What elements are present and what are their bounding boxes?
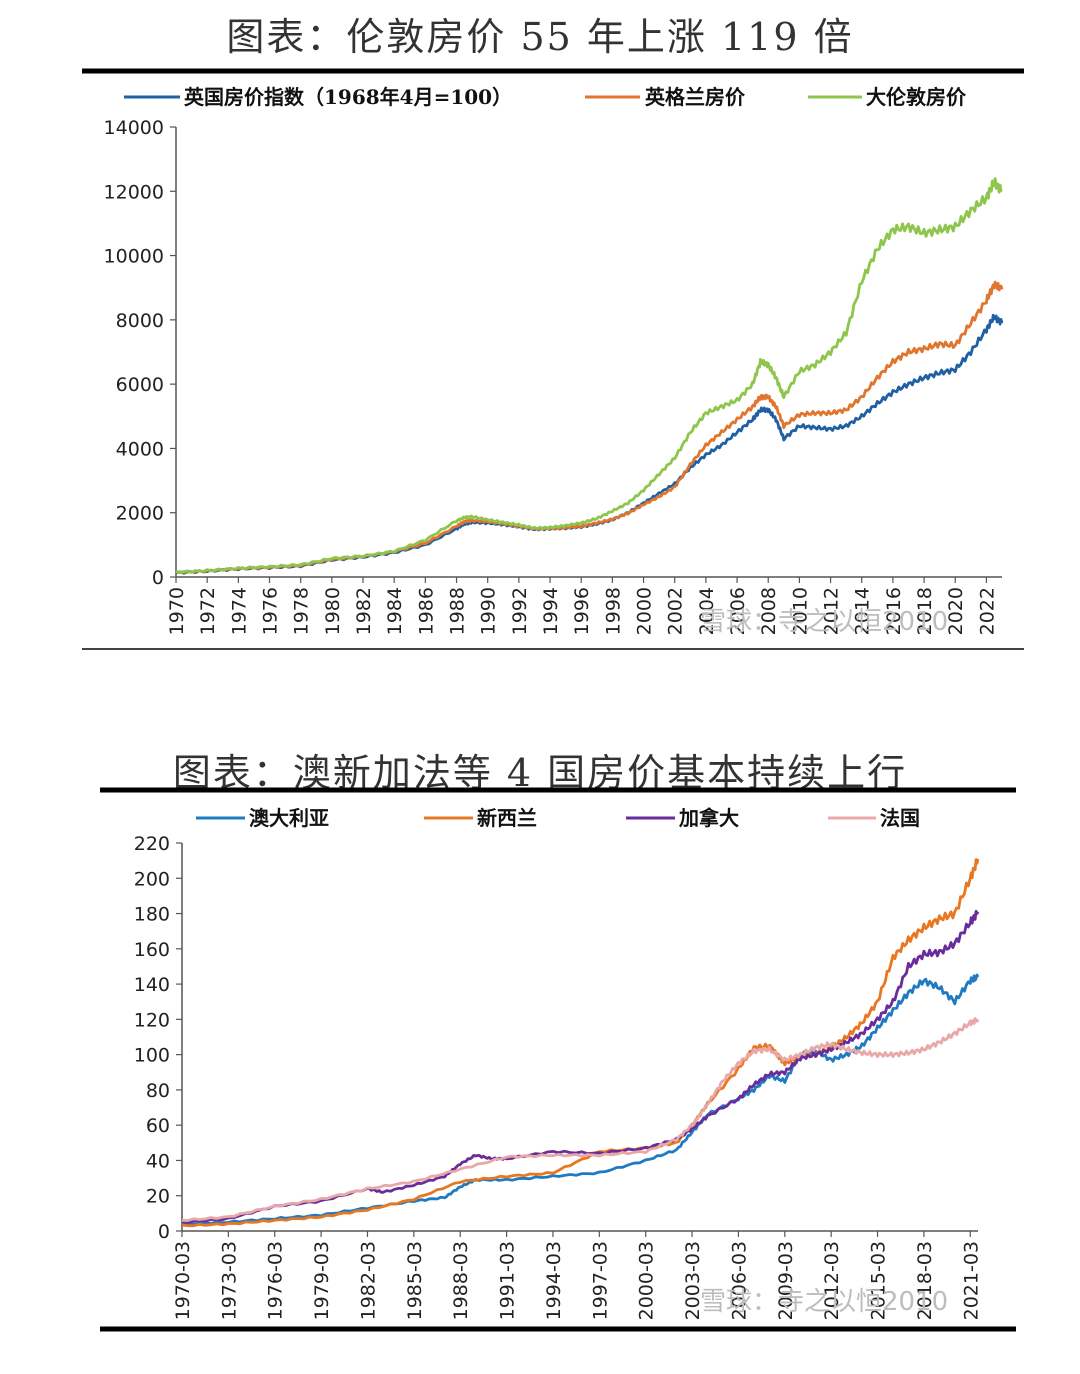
chart1-xtick-label: 2000 <box>634 587 656 635</box>
chart1-xtick-label: 1998 <box>602 587 624 635</box>
chart1-xtick-label: 1996 <box>571 587 593 635</box>
chart1-xtick-label: 2006 <box>727 587 749 635</box>
chart2-ytick-label: 180 <box>134 904 170 926</box>
chart1-xtick-label: 2010 <box>789 587 811 635</box>
chart1-xtick-label: 1978 <box>291 587 313 635</box>
chart1-legend: 英国房价指数（1968年4月=100） 英格兰房价 大伦敦房价 <box>124 85 967 109</box>
chart1-ytick-label: 10000 <box>104 246 164 268</box>
chart2-xtick-label: 1988-03 <box>450 1241 472 1320</box>
chart2-xtick-label: 1991-03 <box>497 1241 519 1320</box>
chart1-xtick-label: 2020 <box>945 587 967 635</box>
chart1-xtick-label: 2002 <box>665 587 687 635</box>
chart2-ytick-label: 120 <box>134 1009 170 1031</box>
chart2-ytick-label: 60 <box>146 1115 170 1137</box>
chart1-series <box>175 177 1004 575</box>
chart1-xtick-label: 2004 <box>696 587 718 635</box>
chart1-xtick-label: 1986 <box>415 587 437 635</box>
chart2-series-line-1 <box>181 858 980 1228</box>
chart1-xtick-label: 1982 <box>353 587 375 635</box>
chart2-series-line-3 <box>181 1017 980 1222</box>
chart2-xtick-label: 2000-03 <box>636 1241 658 1320</box>
chart2-ytick-label: 20 <box>146 1186 170 1208</box>
chart2-series <box>181 858 980 1228</box>
chart1-xtick-label: 1974 <box>228 587 250 635</box>
chart2-xtick-label: 2003-03 <box>682 1241 704 1320</box>
chart2-xtick-label: 2021-03 <box>960 1241 982 1320</box>
chart2-ytick-label: 0 <box>158 1221 170 1243</box>
chart1-series-line-1 <box>175 280 1004 575</box>
chart1-ytick-label: 14000 <box>104 117 164 139</box>
chart2-legend: 澳大利亚 新西兰 加拿大 法国 <box>196 806 920 830</box>
chart2-ytick-label: 160 <box>134 939 170 961</box>
chart2-xtick-label: 2012-03 <box>821 1241 843 1320</box>
chart1-xtick-label: 1970 <box>166 587 188 635</box>
chart2-ytick-label: 40 <box>146 1150 170 1172</box>
chart1-xtick-label: 1976 <box>260 587 282 635</box>
chart2-xtick-label: 1970-03 <box>172 1241 194 1320</box>
chart2-xtick-label: 1979-03 <box>311 1241 333 1320</box>
chart1-xtick-label: 2012 <box>821 587 843 635</box>
chart2-ytick-label: 80 <box>146 1080 170 1102</box>
legend2-label-2: 加拿大 <box>678 806 739 830</box>
legend1-label-1: 英格兰房价 <box>645 85 746 109</box>
chart2-xtick-label: 2006-03 <box>728 1241 750 1320</box>
chart1-ytick-label: 2000 <box>116 503 164 525</box>
chart2-xtick-label: 1985-03 <box>404 1241 426 1320</box>
legend1-label-2: 大伦敦房价 <box>866 85 967 109</box>
chart2-series-line-2 <box>181 909 980 1224</box>
chart2-xtick-label: 1994-03 <box>543 1241 565 1320</box>
legend2-label-0: 澳大利亚 <box>249 806 329 830</box>
chart2-axes: 0 20 40 60 80 100 120 140 160 180 200 220 1970-03 197… <box>134 833 983 1320</box>
chart1-xtick-label: 2008 <box>758 587 780 635</box>
chart1-xtick-label: 1972 <box>197 587 219 635</box>
chart1-xtick-label: 2022 <box>976 587 998 635</box>
chart2-xtick-label: 1982-03 <box>357 1241 379 1320</box>
chart2-svg: 澳大利亚 新西兰 加拿大 法国 0 20 40 60 80 100 120 140 160 180… <box>100 787 1016 1332</box>
chart2-ytick-label: 140 <box>134 974 170 996</box>
chart1-svg: 英国房价指数（1968年4月=100） 英格兰房价 大伦敦房价 0 2000 400… <box>82 68 1024 650</box>
chart1-ytick-label: 6000 <box>116 374 164 396</box>
chart1-xtick-label: 1988 <box>447 587 469 635</box>
chart1-series-line-0 <box>175 313 1004 575</box>
chart1-axes: 0 2000 4000 6000 8000 10000 12000 14000 1970 1972… <box>104 117 1002 635</box>
chart1-ytick-label: 4000 <box>116 438 164 460</box>
chart1-xtick-label: 1990 <box>478 587 500 635</box>
chart2-xtick-label: 1997-03 <box>589 1241 611 1320</box>
chart1-ytick-label: 0 <box>152 567 164 589</box>
chart1-xtick-label: 1984 <box>384 587 406 635</box>
chart2-xtick-label: 2009-03 <box>775 1241 797 1320</box>
chart1-xtick-label: 2014 <box>852 587 874 635</box>
chart2-ytick-label: 100 <box>134 1045 170 1067</box>
chart2-xtick-label: 1976-03 <box>265 1241 287 1320</box>
chart2-xtick-label: 2018-03 <box>914 1241 936 1320</box>
chart1-series-line-2 <box>175 177 1003 575</box>
chart2-watermark: 雪球：寺之以恒2010 <box>700 1287 948 1317</box>
legend2-label-1: 新西兰 <box>477 806 537 830</box>
chart1-watermark: 雪球：寺之以恒2010 <box>700 607 948 637</box>
chart1-xtick-label: 1994 <box>540 587 562 635</box>
chart1-xtick-label: 2016 <box>883 587 905 635</box>
chart1-title: 图表：伦敦房价 55 年上涨 119 倍 <box>226 15 854 59</box>
chart1-xtick-label: 1980 <box>322 587 344 635</box>
chart2-xtick-label: 1973-03 <box>218 1241 240 1320</box>
chart2-ytick-label: 200 <box>134 868 170 890</box>
chart1-xtick-label: 2018 <box>914 587 936 635</box>
chart2-ytick-label: 220 <box>134 833 170 855</box>
chart1-ytick-label: 12000 <box>104 181 164 203</box>
legend1-label-0: 英国房价指数（1968年4月=100） <box>184 85 512 109</box>
chart1-xtick-label: 1992 <box>509 587 531 635</box>
chart2-series-line-0 <box>181 973 980 1226</box>
chart1-ytick-label: 8000 <box>116 310 164 332</box>
legend2-label-3: 法国 <box>880 806 920 830</box>
chart2-xtick-label: 2015-03 <box>868 1241 890 1320</box>
